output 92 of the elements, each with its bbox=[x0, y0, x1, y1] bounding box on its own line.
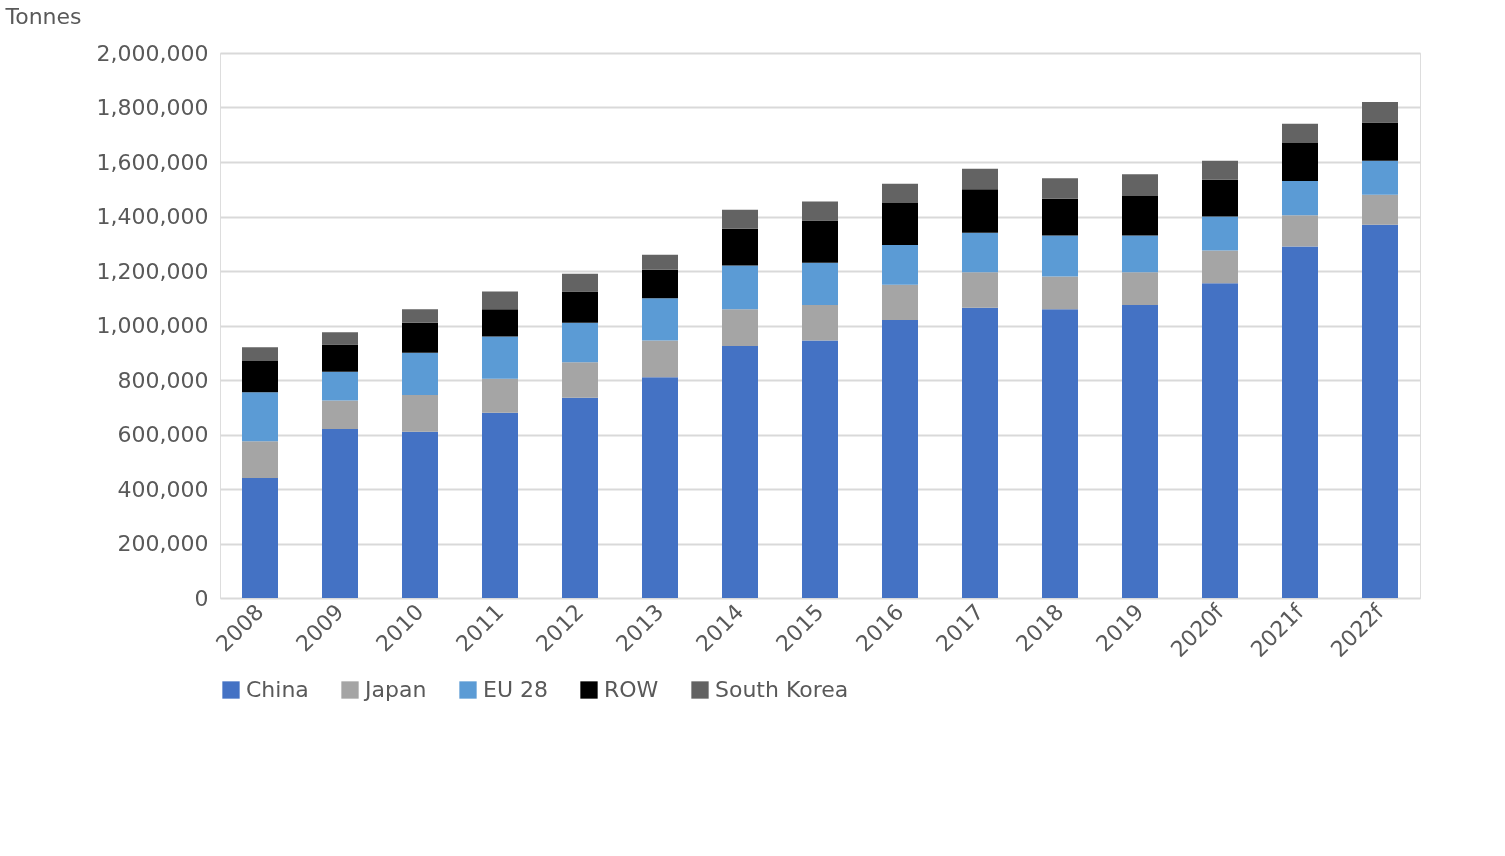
bar bbox=[482, 378, 518, 413]
bar bbox=[722, 265, 758, 310]
y-tick-label: 400,000 bbox=[117, 476, 209, 502]
legend-label: EU 28 bbox=[483, 677, 548, 702]
bar bbox=[1202, 250, 1238, 284]
bar bbox=[1042, 198, 1078, 236]
bar bbox=[322, 400, 358, 430]
bar bbox=[642, 340, 678, 378]
legend-label: ROW bbox=[604, 677, 659, 702]
bar bbox=[1282, 181, 1318, 216]
bar bbox=[562, 291, 598, 323]
bar bbox=[482, 336, 518, 379]
bar bbox=[402, 394, 438, 432]
y-tick-label: 800,000 bbox=[117, 367, 209, 393]
bar bbox=[322, 429, 358, 598]
bar bbox=[1042, 178, 1078, 199]
bar bbox=[1362, 122, 1398, 161]
bar bbox=[642, 377, 678, 598]
bar bbox=[722, 209, 758, 229]
bar bbox=[1122, 272, 1158, 306]
bar bbox=[1042, 235, 1078, 277]
bar bbox=[722, 228, 758, 266]
bar bbox=[722, 309, 758, 346]
bar bbox=[1202, 216, 1238, 251]
bar bbox=[322, 371, 358, 401]
bar bbox=[882, 245, 918, 285]
y-tick-label: 1,400,000 bbox=[96, 204, 209, 229]
bar bbox=[1202, 179, 1238, 217]
bar bbox=[562, 397, 598, 598]
y-tick-label: 2,000,000 bbox=[96, 40, 209, 66]
bar bbox=[402, 431, 438, 598]
bar bbox=[1362, 224, 1398, 598]
bar bbox=[882, 284, 918, 321]
bar bbox=[562, 362, 598, 398]
bar bbox=[242, 478, 278, 598]
bar bbox=[802, 262, 838, 306]
bar bbox=[562, 322, 598, 363]
bar bbox=[1362, 160, 1398, 195]
bar bbox=[242, 347, 278, 361]
bar bbox=[882, 320, 918, 598]
bar bbox=[1122, 305, 1158, 598]
bar bbox=[802, 201, 838, 221]
bar bbox=[242, 392, 278, 442]
bar bbox=[962, 168, 998, 190]
y-tick-label: 200,000 bbox=[117, 531, 209, 556]
bar bbox=[882, 183, 918, 203]
bar bbox=[642, 254, 678, 270]
bar bbox=[1282, 142, 1318, 182]
bar bbox=[802, 305, 838, 341]
bar bbox=[482, 291, 518, 310]
bar bbox=[322, 332, 358, 345]
bar bbox=[962, 307, 998, 598]
bar bbox=[1042, 276, 1078, 310]
bar bbox=[1122, 235, 1158, 273]
bar bbox=[402, 309, 438, 323]
bar bbox=[1042, 309, 1078, 598]
bar bbox=[322, 344, 358, 372]
bar bbox=[1282, 123, 1318, 143]
bar bbox=[802, 340, 838, 598]
bar bbox=[1122, 174, 1158, 197]
bar bbox=[1282, 215, 1318, 247]
bar bbox=[1362, 194, 1398, 225]
legend-label: South Korea bbox=[715, 677, 849, 702]
bar bbox=[722, 345, 758, 598]
bar bbox=[242, 441, 278, 479]
bar bbox=[1202, 160, 1238, 180]
bar bbox=[642, 298, 678, 341]
bar bbox=[402, 322, 438, 353]
legend-label: Japan bbox=[363, 677, 427, 702]
bar bbox=[482, 412, 518, 598]
y-axis-title: Tonnes bbox=[4, 3, 82, 29]
bar bbox=[642, 269, 678, 299]
bar bbox=[482, 309, 518, 337]
y-tick-label: 1,200,000 bbox=[96, 258, 209, 284]
bar bbox=[962, 189, 998, 233]
bar bbox=[802, 220, 838, 263]
bar bbox=[562, 273, 598, 292]
legend-label: China bbox=[246, 677, 309, 702]
bar bbox=[1362, 102, 1398, 123]
bar bbox=[962, 272, 998, 308]
y-tick-label: 0 bbox=[194, 585, 209, 611]
bar bbox=[962, 232, 998, 273]
y-tick-label: 1,800,000 bbox=[96, 95, 209, 120]
bar bbox=[1122, 196, 1158, 236]
bar bbox=[402, 352, 438, 395]
bar bbox=[242, 360, 278, 393]
bar bbox=[1282, 246, 1318, 598]
bar bbox=[1202, 283, 1238, 598]
y-tick-label: 1,000,000 bbox=[96, 313, 209, 338]
y-tick-label: 600,000 bbox=[117, 422, 209, 447]
bar bbox=[882, 202, 918, 246]
y-tick-label: 1,600,000 bbox=[96, 149, 209, 175]
